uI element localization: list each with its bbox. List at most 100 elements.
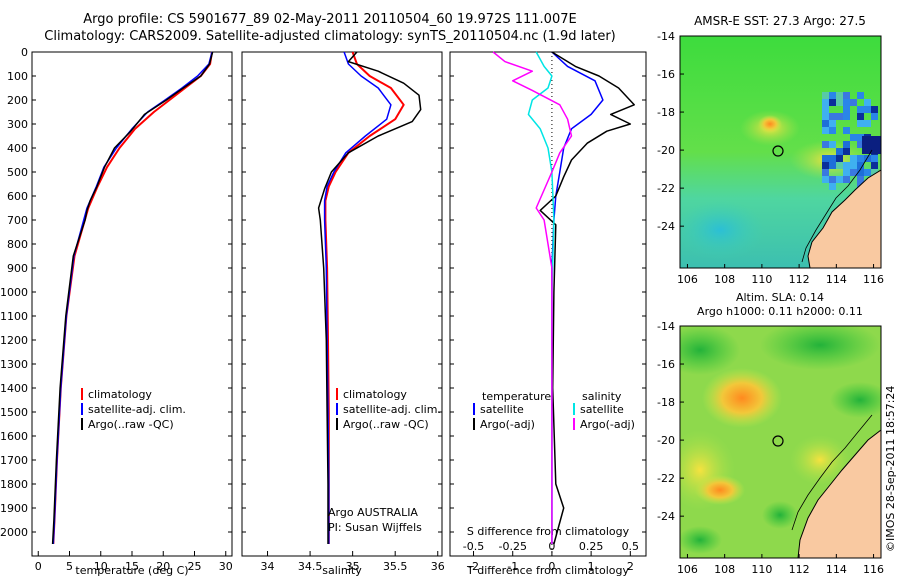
sst-pixel xyxy=(829,127,836,134)
sst-pixel xyxy=(836,99,843,106)
sst-pixel xyxy=(857,155,864,162)
y-tick-label: 1800 xyxy=(0,478,28,491)
map-y-tick-label: -20 xyxy=(657,434,675,447)
x-axis-label: salinity xyxy=(322,564,362,577)
map-y-tick-label: -22 xyxy=(657,182,675,195)
series-line xyxy=(51,51,214,545)
map-y-tick-label: -16 xyxy=(657,358,675,371)
legend-label: climatology xyxy=(343,388,407,401)
credit-label: ©IMOS 28-Sep-2011 18:57:24 xyxy=(884,386,897,552)
y-tick-label: 200 xyxy=(7,94,28,107)
sst-pixel xyxy=(822,155,829,162)
sst-pixel xyxy=(843,148,850,155)
x2-tick-label: 0 xyxy=(548,540,555,553)
sst-pixel xyxy=(829,113,836,120)
sst-warm-patch xyxy=(758,115,782,133)
map-x-tick-label: 108 xyxy=(714,563,735,576)
sst-pixel xyxy=(864,155,871,162)
sla-low-n xyxy=(760,326,880,370)
map-y-tick-label: -16 xyxy=(657,68,675,81)
panel-frame xyxy=(449,51,647,557)
sst-pixel xyxy=(871,162,878,169)
map-y-tick-label: -18 xyxy=(657,396,675,409)
sst-pixel xyxy=(822,99,829,106)
bathymetry-contour-2 xyxy=(791,414,873,531)
sla-map-axes: 106 108 110 112 114 116 -14 -16 -18 -20 -22 -24 xyxy=(657,320,884,576)
coastline-2 xyxy=(797,429,881,558)
x-tick-label: 20 xyxy=(156,560,170,573)
map-x-tick-label: 106 xyxy=(677,563,698,576)
sst-pixel xyxy=(857,134,864,141)
x2-tick-label: 0.25 xyxy=(579,540,604,553)
land-australia-2 xyxy=(798,430,881,558)
sst-pixel xyxy=(850,99,857,106)
map-y-tick-label: -14 xyxy=(657,30,675,43)
figure-title-line1: Argo profile: CS 5901677_89 02-May-2011 … xyxy=(83,12,577,27)
y-tick-label: 800 xyxy=(7,238,28,251)
sst-pixel xyxy=(829,99,836,106)
x2-tick-label: 0.5 xyxy=(622,540,640,553)
y-tick-label: 1300 xyxy=(0,358,28,371)
annotation-text: Argo AUSTRALIA xyxy=(328,506,418,519)
y-tick-label: 400 xyxy=(7,142,28,155)
map-x-tick-label: 110 xyxy=(751,563,772,576)
sst-pixel xyxy=(850,134,857,141)
sla-map-title-2: Argo h1000: 0.11 h2000: 0.11 xyxy=(697,305,863,318)
sst-pixel xyxy=(864,120,871,127)
x-tick-label: 36 xyxy=(431,560,445,573)
map-x-tick-label: 110 xyxy=(751,273,772,286)
sla-low-sw xyxy=(680,526,722,554)
x-tick-label: 0 xyxy=(548,560,555,573)
sst-pixel xyxy=(871,155,878,162)
sst-pixel xyxy=(829,120,836,127)
y-tick-label: 500 xyxy=(7,166,28,179)
legend-label: satellite xyxy=(580,403,624,416)
sst-pixel xyxy=(857,169,864,176)
figure-title-line2: Climatology: CARS2009. Satellite-adjuste… xyxy=(44,29,616,44)
sst-pixel xyxy=(864,99,871,106)
sst-pixel xyxy=(857,120,864,127)
sst-pixel xyxy=(836,148,843,155)
x-tick-label: 2 xyxy=(627,560,634,573)
legend-label: Argo(-adj) xyxy=(480,418,535,431)
x-tick-label: 34.5 xyxy=(298,560,323,573)
sst-pixel xyxy=(871,169,878,176)
x-tick-label: 10 xyxy=(94,560,108,573)
sst-pixel xyxy=(836,162,843,169)
sst-pixel xyxy=(862,136,881,154)
y-tick-label: 1900 xyxy=(0,502,28,515)
map-y-tick-label: -24 xyxy=(657,510,675,523)
land-australia xyxy=(808,170,881,268)
panel-frame xyxy=(241,51,443,557)
y-tick-label: 2000 xyxy=(0,526,28,539)
panel-temperature: 0 5 10 15 20 25 30 temperature (deg C) 0 100 200 30… xyxy=(0,46,233,577)
sst-map-title: AMSR-E SST: 27.3 Argo: 27.5 xyxy=(694,14,866,28)
sst-pixel xyxy=(857,113,864,120)
x-axis-label: temperature (deg C) xyxy=(75,564,188,577)
sst-pixel xyxy=(822,127,829,134)
map-y-tick-label: -14 xyxy=(657,320,675,333)
y-tick-label: 1500 xyxy=(0,406,28,419)
x-tick-label: 1 xyxy=(588,560,595,573)
sst-pixel xyxy=(836,155,843,162)
y-tick-label: 1700 xyxy=(0,454,28,467)
x-tick-label: 5 xyxy=(66,560,73,573)
x-tick-label: 15 xyxy=(125,560,139,573)
sst-pixel xyxy=(857,106,864,113)
sst-pixel xyxy=(864,106,871,113)
series-line xyxy=(317,51,422,544)
series-line xyxy=(324,51,405,544)
series-line xyxy=(492,51,573,544)
y-tick-label: 0 xyxy=(21,46,28,59)
sst-pixel xyxy=(850,162,857,169)
sst-map-axes: 106 108 110 112 114 116 -14 -16 -18 -20 -22 -24 xyxy=(657,30,884,286)
map-y-tick-label: -20 xyxy=(657,144,675,157)
sst-pixel xyxy=(822,169,829,176)
map-y-tick-label: -24 xyxy=(657,220,675,233)
sst-pixel xyxy=(822,113,829,120)
sst-map-frame xyxy=(679,35,882,269)
sst-pixel xyxy=(871,106,878,113)
legend-label: satellite xyxy=(480,403,524,416)
argo-position-marker-2 xyxy=(772,435,784,447)
sst-pixel xyxy=(836,176,843,183)
